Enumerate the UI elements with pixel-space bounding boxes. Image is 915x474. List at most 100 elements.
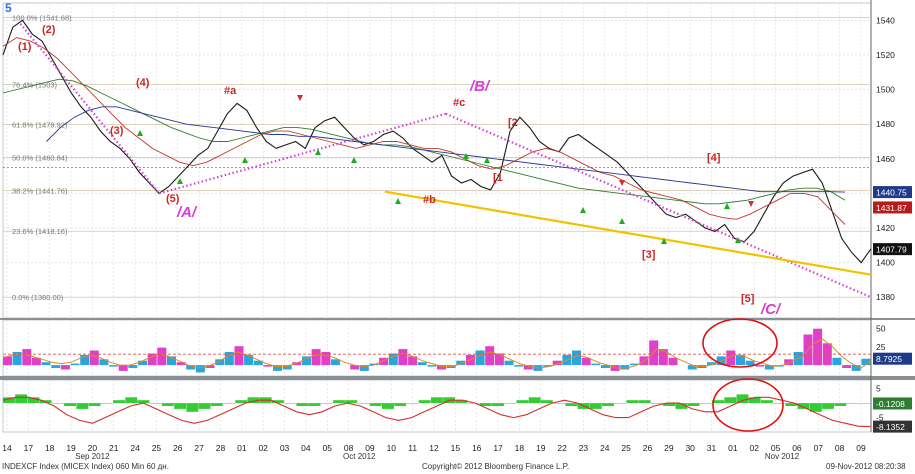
histogram-bar <box>761 400 773 404</box>
histogram-bar <box>602 403 614 406</box>
histogram-bar <box>89 350 99 365</box>
wave-label: (3) <box>110 125 124 137</box>
down-marker <box>297 95 303 101</box>
histogram-bar <box>712 400 724 404</box>
histogram-bar <box>479 403 492 406</box>
histogram-bar <box>302 356 311 366</box>
histogram-bar <box>359 365 369 371</box>
histogram-bar <box>76 403 89 409</box>
last-value-tag-label: -8.1352 <box>876 422 905 432</box>
wave-label: (2) <box>42 24 56 36</box>
histogram-bar <box>235 400 248 404</box>
chart-canvas: 14 17 18 19 20 21 24 25 26 27 28 01 02 03 04 05 08 09 10 11… <box>0 0 915 461</box>
histogram-bar <box>581 357 591 366</box>
y-tick-label: 1400 <box>876 258 895 268</box>
x-tick-label: 30 <box>685 443 695 453</box>
histogram-bar <box>161 403 174 406</box>
signal-series <box>2 338 872 369</box>
histogram-bar <box>125 397 138 404</box>
up-marker <box>395 198 401 204</box>
histogram-bar <box>41 362 51 366</box>
histogram-bar <box>675 403 688 409</box>
histogram-bar <box>311 349 321 366</box>
up-marker <box>580 207 586 213</box>
price-series <box>2 19 872 264</box>
x-tick-label: 27 <box>194 443 204 453</box>
histogram-bar <box>247 397 260 404</box>
x-tick-label: 17 <box>493 443 503 453</box>
up-marker <box>735 237 741 243</box>
y-tick-label: 1480 <box>876 119 895 129</box>
footer-ticker: INDEXCF Index (MICEX Index) 060 Min 60 д… <box>2 462 169 471</box>
last-value-tag-label: 1407.79 <box>876 245 907 255</box>
histogram-bar <box>345 400 358 404</box>
x-tick-label: 16 <box>472 443 482 453</box>
channel-line <box>384 190 872 276</box>
x-tick-label: 22 <box>557 443 567 453</box>
histogram-bar <box>736 394 749 404</box>
histogram-bar <box>186 403 199 412</box>
up-marker <box>242 157 248 163</box>
histogram-bar <box>382 403 394 409</box>
histogram-bar <box>417 362 427 366</box>
histogram-bar <box>516 400 529 404</box>
histogram-bar <box>273 365 282 371</box>
histogram-bar <box>3 356 12 366</box>
x-month-label: Sep 2012 <box>75 452 110 461</box>
wave-label: #c <box>453 97 465 109</box>
histogram-bar <box>707 362 716 366</box>
histogram-bar <box>205 365 215 368</box>
y-tick-label: 1520 <box>876 50 895 60</box>
x-tick-label: 11 <box>408 443 417 453</box>
up-marker <box>351 157 357 163</box>
histogram-bar <box>357 403 370 404</box>
histogram-bar <box>398 349 408 366</box>
histogram-bar <box>210 403 223 406</box>
fib-level-label: 0.0% (1380.00) <box>12 293 64 302</box>
histogram-bar <box>620 365 630 370</box>
last-value-tag-label: -0.1208 <box>876 399 905 409</box>
histogram-bar <box>100 403 113 404</box>
x-tick-label: 09 <box>365 443 375 453</box>
panel-separator <box>0 376 915 380</box>
histogram-bar <box>379 357 389 366</box>
x-tick-label: 24 <box>600 443 610 453</box>
y-tick-label: 1500 <box>876 85 895 95</box>
histogram-bar <box>244 354 254 366</box>
histogram-bar <box>320 403 333 404</box>
histogram-bar <box>745 360 755 366</box>
histogram-bar <box>610 365 620 371</box>
histogram-bar <box>797 403 810 409</box>
x-tick-label: 08 <box>344 443 354 453</box>
histogram-bar <box>263 365 273 367</box>
histogram-bar <box>308 403 321 406</box>
up-marker <box>315 149 321 155</box>
histogram-bar <box>118 365 128 371</box>
last-value-tag-label: 1440.75 <box>876 188 907 198</box>
y-tick-label: 5 <box>876 384 881 394</box>
histogram-bar <box>394 403 407 406</box>
histogram-bar <box>809 403 822 412</box>
wave-label: [1 <box>493 172 503 184</box>
histogram-bar <box>88 403 101 406</box>
x-tick-label: 02 <box>258 443 268 453</box>
fib-level-label: 61.8% (1479.92) <box>12 120 68 129</box>
histogram-bar <box>406 403 419 404</box>
x-tick-label: 26 <box>643 443 653 453</box>
last-value-tag <box>873 397 912 410</box>
histogram-bar <box>22 349 32 366</box>
histogram-bar <box>822 403 834 409</box>
histogram-bar <box>528 397 541 404</box>
histogram-bar <box>504 403 517 404</box>
last-value-tag <box>873 186 912 199</box>
x-tick-label: 04 <box>301 443 311 453</box>
histogram-bar <box>430 397 443 404</box>
x-tick-label: 05 <box>771 443 781 453</box>
histogram-bar <box>834 403 847 406</box>
histogram-bar <box>186 365 196 370</box>
histogram-bar <box>565 403 578 406</box>
last-value-tag-label: 1431.87 <box>876 203 907 213</box>
histogram-bar <box>3 397 15 404</box>
ma-slow-series <box>46 106 846 193</box>
